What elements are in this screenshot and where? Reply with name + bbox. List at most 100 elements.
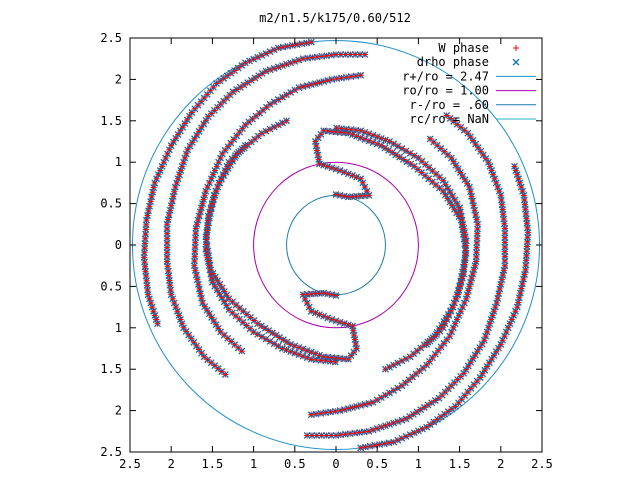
w-phase-point xyxy=(166,277,173,284)
w-phase-point xyxy=(260,107,267,114)
w-phase-point xyxy=(332,408,339,415)
w-phase-point xyxy=(151,179,158,186)
w-phase-point xyxy=(244,142,251,149)
w-phase-point xyxy=(233,132,240,139)
x-tick-label: 1.5 xyxy=(202,457,224,471)
w-phase-point xyxy=(353,403,360,410)
w-phase-point xyxy=(202,246,209,253)
w-phase-point xyxy=(438,413,445,420)
w-phase-point xyxy=(193,342,200,349)
w-phase-point xyxy=(320,78,327,85)
w-phase-point xyxy=(464,388,471,395)
w-phase-point xyxy=(402,379,409,386)
w-phase-point xyxy=(308,81,315,88)
w-phase-point xyxy=(218,368,225,375)
x-tick-label: 0 xyxy=(332,457,339,471)
w-phase-point xyxy=(313,356,320,363)
w-phase-point xyxy=(202,188,209,195)
w-phase-point xyxy=(183,328,190,335)
w-phase-point xyxy=(142,263,149,270)
w-phase-point xyxy=(457,208,464,215)
w-phase-point xyxy=(333,191,339,198)
w-phase-point xyxy=(198,350,205,357)
w-phase-point xyxy=(467,133,474,140)
w-phase-point xyxy=(215,365,222,372)
w-phase-point xyxy=(227,140,234,147)
w-phase-point xyxy=(437,145,444,152)
w-phase-point xyxy=(520,276,527,283)
w-phase-point xyxy=(251,136,258,143)
w-phase-point xyxy=(294,41,301,48)
w-phase-point xyxy=(213,80,220,87)
y-tick-label: 2.5 xyxy=(100,31,122,45)
w-phase-point xyxy=(436,395,442,402)
w-phase-point xyxy=(211,362,218,369)
w-phase-point xyxy=(438,343,445,350)
w-phase-point xyxy=(347,430,354,437)
w-phase-point xyxy=(195,281,202,288)
w-phase-point xyxy=(337,192,344,199)
w-phase-point xyxy=(471,207,478,214)
w-phase-point xyxy=(222,371,229,378)
w-phase-point xyxy=(165,272,172,279)
w-phase-point xyxy=(322,357,329,364)
w-phase-point xyxy=(308,356,315,363)
w-phase-point xyxy=(328,52,335,59)
w-phase-point xyxy=(413,370,420,377)
w-phase-point xyxy=(357,402,364,409)
ring-2 xyxy=(286,194,386,296)
w-phase-point xyxy=(480,151,487,158)
w-phase-point xyxy=(435,347,442,354)
w-phase-point xyxy=(324,290,331,297)
y-tick-label: 2 xyxy=(115,72,122,86)
w-phase-point xyxy=(180,324,187,331)
arm-g xyxy=(190,71,365,355)
w-phase-point xyxy=(482,155,489,162)
w-phase-point xyxy=(461,392,468,399)
w-phase-point xyxy=(241,145,248,152)
w-phase-point xyxy=(414,347,421,354)
w-phase-point xyxy=(426,358,433,365)
w-phase-point xyxy=(320,127,327,134)
w-phase-point xyxy=(313,142,320,149)
w-phase-point xyxy=(150,184,157,191)
w-phase-point xyxy=(418,169,425,176)
w-phase-point xyxy=(470,266,477,273)
w-phase-point xyxy=(194,221,201,228)
w-phase-point xyxy=(469,137,476,144)
w-phase-point xyxy=(235,65,242,72)
w-phase-point xyxy=(256,110,263,117)
w-phase-point xyxy=(497,281,504,288)
w-phase-point xyxy=(467,188,474,195)
w-phase-point xyxy=(207,270,214,277)
w-phase-point xyxy=(442,388,449,395)
w-phase-point xyxy=(376,441,383,448)
y-tick-label: 0.5 xyxy=(100,197,122,211)
w-phase-point xyxy=(143,277,150,284)
w-phase-point xyxy=(147,198,154,205)
x-tick-label: 0.5 xyxy=(366,457,388,471)
w-phase-point xyxy=(494,295,501,302)
w-phase-point xyxy=(454,121,461,128)
w-phase-point xyxy=(501,220,508,227)
w-phase-point xyxy=(236,129,243,136)
w-phase-point xyxy=(341,406,348,413)
w-phase-point xyxy=(229,298,236,305)
w-phase-point xyxy=(357,127,364,134)
w-phase-point xyxy=(304,82,311,89)
w-phase-point xyxy=(457,373,464,380)
w-phase-point xyxy=(514,304,521,311)
w-phase-point xyxy=(348,126,355,133)
w-phase-point xyxy=(198,295,205,302)
w-phase-point xyxy=(441,411,448,418)
w-phase-point xyxy=(522,206,529,213)
w-phase-point xyxy=(196,213,203,220)
legend-label: r+/ro = 2.47 xyxy=(402,69,489,83)
arm-c xyxy=(202,117,339,366)
w-phase-point xyxy=(190,339,197,346)
legend-label: drho phase xyxy=(417,55,489,69)
w-phase-point xyxy=(523,215,530,222)
w-phase-point xyxy=(196,285,203,292)
w-phase-point xyxy=(333,292,339,299)
